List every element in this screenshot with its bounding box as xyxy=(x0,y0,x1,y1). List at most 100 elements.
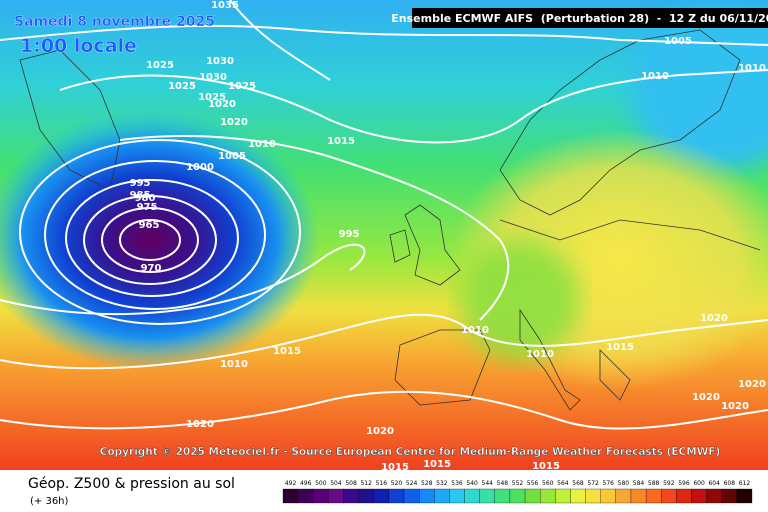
field xyxy=(630,10,768,170)
isobar-label: 1010 xyxy=(248,139,276,150)
run-info: Ensemble ECMWF AIFS (Perturbation 28) - … xyxy=(391,12,768,25)
scale-label: 580 xyxy=(618,480,630,487)
scale-swatch xyxy=(282,488,299,504)
isobar-label: 985 xyxy=(130,190,151,201)
scale-swatch xyxy=(403,488,420,504)
isobar-label: 1000 xyxy=(186,162,214,173)
isobar-label: 1030 xyxy=(199,72,227,83)
isobar-label: 1020 xyxy=(721,401,749,412)
header-bar xyxy=(412,8,768,28)
scale-label: 520 xyxy=(391,480,403,487)
isobar-label: 980 xyxy=(135,193,156,204)
scale-swatch xyxy=(706,488,722,504)
scale-label: 608 xyxy=(724,480,736,487)
scale-swatch xyxy=(524,488,541,504)
scale-label: 576 xyxy=(603,480,615,487)
isobar-label: 1010 xyxy=(641,71,669,82)
scale-label: 596 xyxy=(678,480,690,487)
scale-swatch xyxy=(494,488,511,504)
scale-swatch xyxy=(419,488,435,504)
scale-swatch xyxy=(479,488,495,504)
isobar-label: 995 xyxy=(130,178,151,189)
scale-swatch xyxy=(645,488,662,504)
scale-swatch xyxy=(373,488,390,504)
scale-label: 552 xyxy=(512,480,524,487)
scale-label: 584 xyxy=(633,480,645,487)
isobar-label: 975 xyxy=(137,202,158,213)
isobar-label: 1025 xyxy=(198,92,226,103)
isobar-label: 1015 xyxy=(532,461,560,472)
scale-label: 516 xyxy=(376,480,388,487)
scale-label: 508 xyxy=(345,480,357,487)
scale-swatch xyxy=(509,488,526,504)
isobar-label: 1005 xyxy=(664,36,692,47)
scale-label: 560 xyxy=(542,480,554,487)
scale-swatch xyxy=(313,488,329,504)
scale-label: 536 xyxy=(451,480,463,487)
scale-swatch xyxy=(736,488,753,504)
scale-label: 572 xyxy=(587,480,599,487)
scale-swatch xyxy=(555,488,571,504)
isobar-label: 1025 xyxy=(146,60,174,71)
scale-swatch xyxy=(630,488,647,504)
scale-label: 524 xyxy=(406,480,418,487)
scale-label: 600 xyxy=(693,480,705,487)
scale-swatch xyxy=(615,488,632,504)
scale-label: 532 xyxy=(436,480,448,487)
isobar-label: 1015 xyxy=(327,136,355,147)
scale-label: 612 xyxy=(739,480,751,487)
scale-swatch xyxy=(328,488,344,504)
scale-label: 540 xyxy=(466,480,478,487)
scale-swatch xyxy=(388,488,405,504)
scale-swatch xyxy=(661,488,677,504)
copyright: Copyright © 2025 Meteociel.fr - Source E… xyxy=(100,446,721,458)
isobar-label: 1025 xyxy=(168,81,196,92)
scale-swatch xyxy=(358,488,374,504)
scale-swatch xyxy=(449,488,465,504)
isobar-label: 1020 xyxy=(186,419,214,430)
isobar-label: 1005 xyxy=(218,151,246,162)
local-time: 1:00 locale xyxy=(20,35,137,57)
isobar-label: 1020 xyxy=(692,392,720,403)
scale-swatch xyxy=(721,488,738,504)
isobar-label: 970 xyxy=(141,263,162,274)
isobar-label: 1020 xyxy=(208,99,236,110)
scale-label: 568 xyxy=(572,480,584,487)
footer-title: Géop. Z500 & pression au sol xyxy=(28,476,235,492)
isobars xyxy=(0,0,768,429)
isobar-label: 1020 xyxy=(738,379,766,390)
scale-swatch xyxy=(297,488,314,504)
scale-label: 512 xyxy=(360,480,372,487)
isobar-label: 1010 xyxy=(526,349,554,360)
isobar-label: 965 xyxy=(139,220,160,231)
scale-label: 548 xyxy=(497,480,509,487)
scale-label: 496 xyxy=(300,480,312,487)
isobar-label: 1010 xyxy=(738,63,766,74)
footer-lead: (+ 36h) xyxy=(30,496,69,507)
isobar-label: 1010 xyxy=(220,359,248,370)
isobar-label: 1015 xyxy=(381,462,409,473)
scale-label: 556 xyxy=(527,480,539,487)
isobar-label: 1020 xyxy=(366,426,394,437)
isobar-label: 1035 xyxy=(211,0,239,11)
scale-label: 592 xyxy=(663,480,675,487)
scale-swatch xyxy=(585,488,601,504)
color-scale: 492 496 500 504 508 512 516 520 524 528 532 536 540 5… xyxy=(282,480,753,504)
scale-swatch xyxy=(434,488,450,504)
scale-label: 544 xyxy=(482,480,494,487)
isobar-label: 1020 xyxy=(220,117,248,128)
isobar-label: 1015 xyxy=(273,346,301,357)
scale-label: 588 xyxy=(648,480,660,487)
isobar-label: 1025 xyxy=(228,81,256,92)
coastlines xyxy=(19,29,761,411)
isobar-label: 995 xyxy=(339,229,360,240)
scale-swatch xyxy=(676,488,692,504)
scale-label: 504 xyxy=(330,480,342,487)
scale-swatch xyxy=(691,488,707,504)
isobar-label: 1015 xyxy=(606,342,634,353)
field xyxy=(460,240,580,360)
scale-swatch xyxy=(570,488,586,504)
scale-label: 528 xyxy=(421,480,433,487)
date: Samedi 8 novembre 2025 xyxy=(14,14,215,30)
